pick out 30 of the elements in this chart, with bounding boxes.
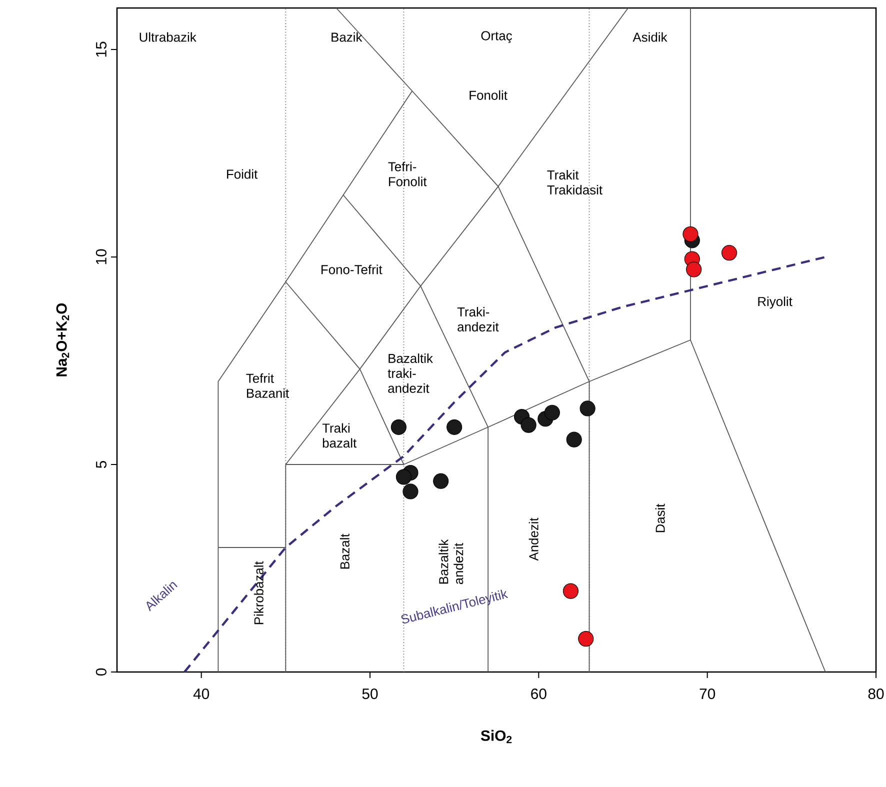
annotation: Foidit [227, 169, 258, 179]
y-axis-title: Na$_{2}$O+K$_{2}$O [56, 303, 70, 376]
x-tick-label: 80 [868, 688, 884, 700]
annotation: Pikrobazalt [254, 561, 264, 624]
x-tick-label: 60 [531, 688, 546, 700]
annotation: Dasit [655, 504, 665, 532]
annotation: Traki bazalt [322, 423, 357, 448]
annotation: Ultrabazik [140, 32, 196, 42]
x-tick-label: 50 [362, 688, 378, 700]
annotation: Bazaltik traki-andezit [388, 353, 433, 393]
annotation: Tefri-Fonolit [388, 162, 427, 186]
x-axis-title: SiO$_{2}$ [480, 730, 512, 744]
annotation: Bazalt [340, 534, 350, 569]
annotation: Bazaltik andezit [438, 539, 464, 584]
y-tick-label: 0 [96, 668, 106, 676]
annotation: Fonolit [470, 90, 508, 100]
y-tick-label: 10 [96, 249, 106, 264]
annotation: Riyolit [758, 296, 792, 309]
y-tick-label: 5 [96, 460, 106, 468]
annotation: Andezit [528, 518, 538, 561]
annotation: Fono-Tefrit [322, 264, 382, 274]
annotation: Asidik [632, 32, 668, 42]
annotation: Trakit Trakidasit [547, 170, 602, 195]
annotation: Bazik [332, 32, 362, 42]
annotation: Ortaç [481, 31, 512, 43]
annotation: Tefrit Bazanit [246, 373, 290, 398]
x-tick-label: 70 [700, 688, 716, 700]
annotation: Traki-andezit [457, 307, 499, 332]
y-tick-label: 15 [96, 42, 106, 57]
x-tick-label: 40 [193, 688, 210, 700]
